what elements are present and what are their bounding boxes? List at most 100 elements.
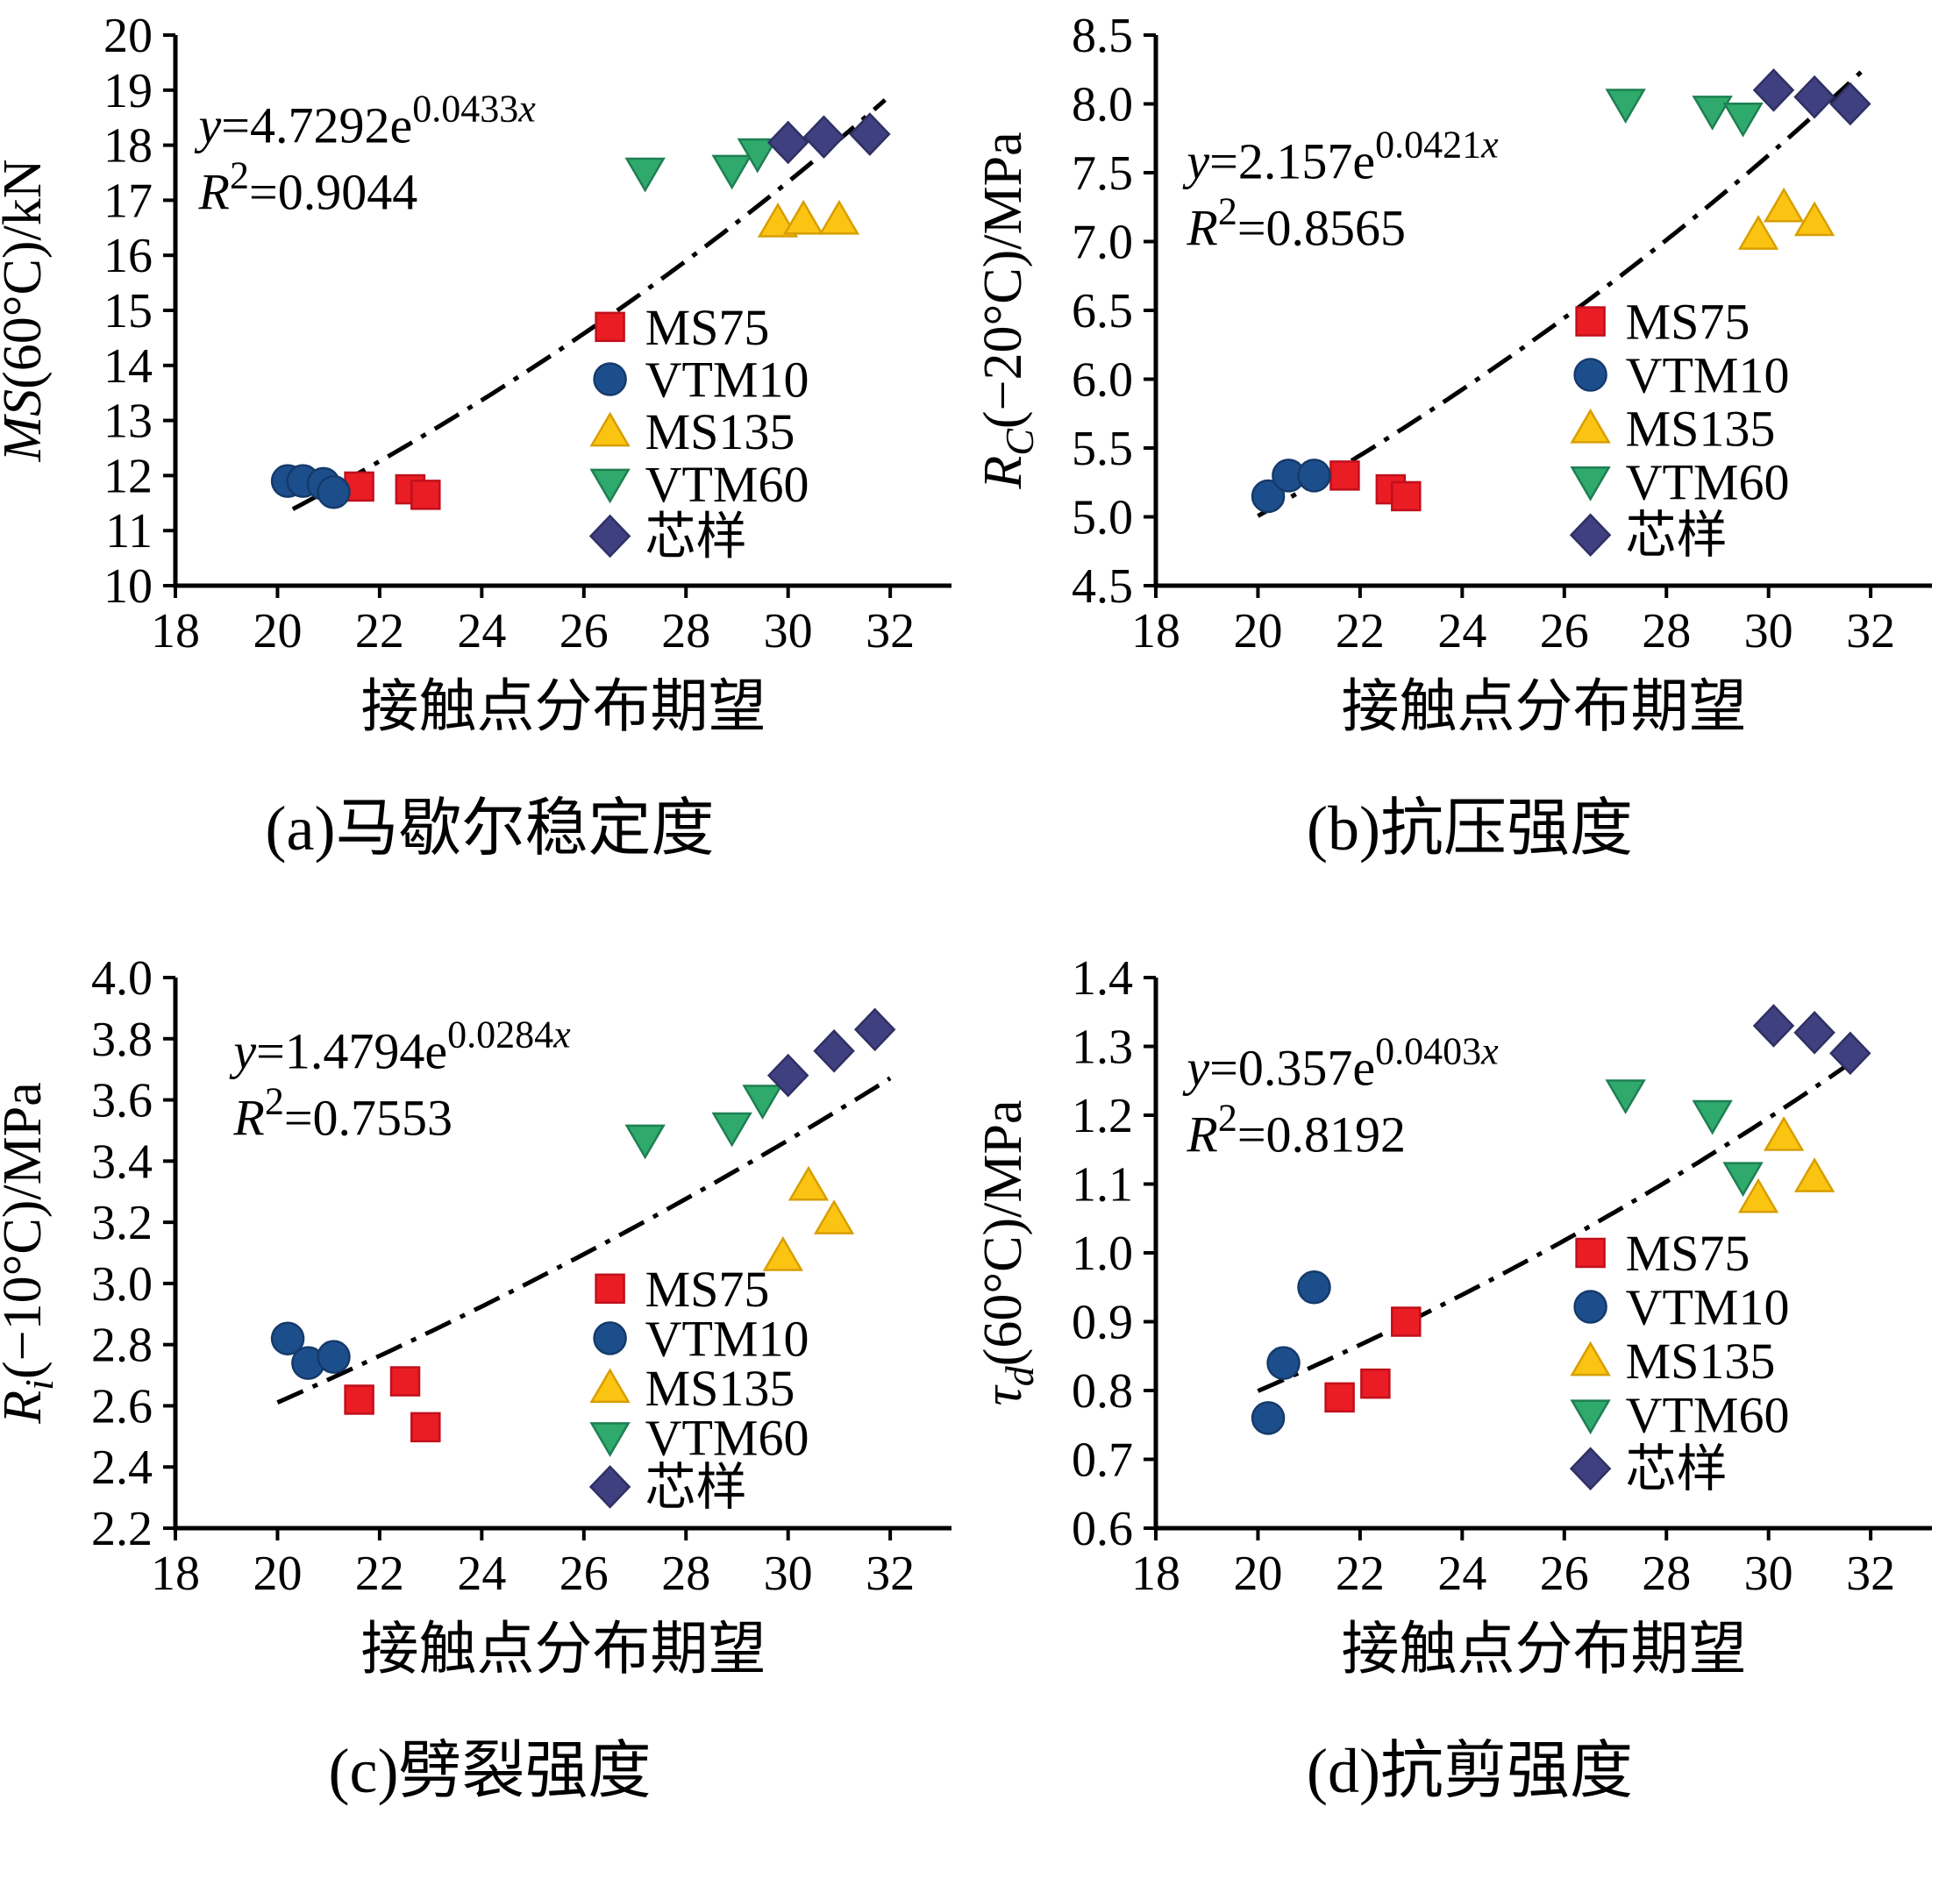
series-MS75 [344, 1366, 441, 1443]
series-MS135 [757, 199, 860, 238]
svg-text:26: 26 [559, 604, 609, 658]
svg-text:1.3: 1.3 [1072, 1021, 1133, 1075]
legend-label: VTM60 [645, 456, 809, 513]
svg-text:15: 15 [103, 284, 153, 338]
legend-label: VTM10 [1625, 346, 1789, 403]
svg-text:6.0: 6.0 [1072, 353, 1133, 408]
svg-text:18: 18 [1131, 604, 1180, 658]
svg-text:3.0: 3.0 [91, 1257, 153, 1312]
svg-text:0.6: 0.6 [1072, 1502, 1133, 1556]
svg-text:6.5: 6.5 [1072, 284, 1133, 338]
svg-text:20: 20 [1233, 1547, 1282, 1601]
series-VTM10 [1251, 1270, 1331, 1435]
y-axis-label: Ri(−10°C)/MPa [0, 1082, 61, 1424]
series-MS135 [762, 1165, 855, 1271]
svg-text:1.2: 1.2 [1072, 1089, 1133, 1143]
series-芯样 [766, 112, 891, 165]
chart-c-caption: (c)劈裂强度 [328, 1736, 652, 1806]
fit-equation: y=0.357e0.0403x [1182, 1029, 1499, 1096]
svg-text:22: 22 [1335, 1547, 1384, 1601]
svg-text:3.2: 3.2 [91, 1196, 153, 1250]
svg-text:22: 22 [355, 604, 404, 658]
legend-label: MS135 [1625, 400, 1775, 457]
r-squared: R2=0.8192 [1186, 1096, 1406, 1163]
x-axis-label: 接触点分布期望 [1341, 675, 1746, 739]
svg-text:28: 28 [1642, 1547, 1691, 1601]
svg-text:26: 26 [559, 1547, 609, 1601]
series-VTM60 [624, 138, 778, 193]
x-axis-label: 接触点分布期望 [361, 1618, 766, 1682]
svg-text:32: 32 [1846, 1547, 1895, 1601]
legend-label: 芯样 [645, 508, 747, 565]
svg-text:30: 30 [1743, 1547, 1793, 1601]
x-axis-label: 接触点分布期望 [361, 675, 766, 739]
x-axis-ticks: 18 20 22 24 26 28 30 32 [1131, 1528, 1895, 1601]
svg-text:1.4: 1.4 [1072, 953, 1133, 1006]
y-axis-label: MS(60°C)/kN [0, 159, 53, 462]
x-axis-ticks: 18 20 22 24 26 28 30 32 [151, 586, 915, 658]
svg-text:24: 24 [1437, 1547, 1486, 1601]
svg-text:0.7: 0.7 [1072, 1433, 1133, 1488]
svg-text:3.4: 3.4 [91, 1135, 153, 1189]
chart-d-canvas: 18 20 22 24 26 28 30 32 0.6 0.7 0.8 0.9 1.0 1.1 1.2 1.3… [980, 953, 1932, 1682]
svg-text:18: 18 [151, 604, 200, 658]
svg-text:32: 32 [1846, 604, 1895, 658]
svg-text:26: 26 [1539, 1547, 1588, 1601]
svg-text:7.5: 7.5 [1072, 146, 1133, 201]
fit-curve [291, 98, 887, 511]
legend-label: VTM60 [645, 1409, 809, 1466]
series-VTM60 [1604, 1079, 1764, 1198]
fit-equation: y=4.7292e0.0433x [195, 87, 537, 153]
series-MS135 [1737, 1116, 1835, 1213]
legend-label: VTM60 [1625, 1387, 1789, 1444]
chart-c-canvas: 18 20 22 24 26 28 30 32 2.2 2.4 2.6 2.8 3.0 3.2 3.4 3.6… [0, 953, 951, 1682]
series-VTM60 [624, 1085, 783, 1160]
chart-a-caption: (a)马歇尔稳定度 [265, 793, 715, 864]
legend-label: MS75 [1625, 294, 1750, 351]
series-VTM10 [270, 464, 351, 509]
fit-curve [276, 1076, 892, 1405]
svg-text:20: 20 [253, 604, 302, 658]
x-axis-ticks: 18 20 22 24 26 28 30 32 [151, 1528, 915, 1601]
series-VTM10 [1251, 459, 1331, 514]
svg-text:28: 28 [661, 1547, 710, 1601]
svg-text:5.0: 5.0 [1072, 491, 1133, 545]
svg-text:18: 18 [151, 1547, 200, 1601]
fit-equation: y=1.4794e0.0284x [229, 1014, 571, 1080]
chart-a: 18 20 22 24 26 28 30 32 10 11 12 13 14 15 16 17 18 19 20 接触… [0, 0, 980, 942]
x-axis-ticks: 18 20 22 24 26 28 30 32 [1131, 586, 1895, 658]
legend-label: VTM10 [645, 352, 809, 409]
y-axis-ticks: 2.2 2.4 2.6 2.8 3.0 3.2 3.4 3.6 3.8 4.0 [91, 953, 175, 1556]
chart-b-canvas: 18 20 22 24 26 28 30 32 4.5 5.0 5.5 6.0 6.5 7.0 7.5 8.0… [980, 11, 1932, 739]
svg-text:2.8: 2.8 [91, 1319, 153, 1373]
svg-text:14: 14 [103, 339, 153, 394]
legend-label: MS75 [645, 1261, 770, 1318]
svg-text:5.5: 5.5 [1072, 422, 1133, 476]
series-MS135 [1737, 187, 1835, 250]
svg-text:30: 30 [764, 604, 813, 658]
svg-text:1.1: 1.1 [1072, 1158, 1133, 1213]
legend-label: MS75 [1625, 1225, 1750, 1282]
legend-label: MS135 [645, 403, 795, 460]
legend-label: VTM60 [1625, 453, 1789, 510]
fit-equation: y=2.157e0.0421x [1182, 123, 1499, 189]
series-MS75 [1323, 1306, 1422, 1413]
svg-text:30: 30 [1743, 604, 1793, 658]
svg-text:3.8: 3.8 [91, 1013, 153, 1067]
y-axis-label: τd(60°C)/MPa [980, 1100, 1042, 1406]
svg-text:4.5: 4.5 [1072, 559, 1133, 614]
series-VTM60 [1604, 89, 1764, 138]
legend-label: VTM10 [645, 1310, 809, 1367]
svg-text:0.9: 0.9 [1072, 1296, 1133, 1350]
svg-text:11: 11 [105, 504, 153, 558]
svg-text:3.6: 3.6 [91, 1074, 153, 1128]
series-MS75 [344, 471, 441, 510]
series-芯样 [766, 1007, 896, 1098]
chart-b-caption: (b)抗压强度 [1307, 793, 1633, 864]
svg-text:24: 24 [457, 1547, 506, 1601]
svg-text:10: 10 [103, 559, 153, 614]
